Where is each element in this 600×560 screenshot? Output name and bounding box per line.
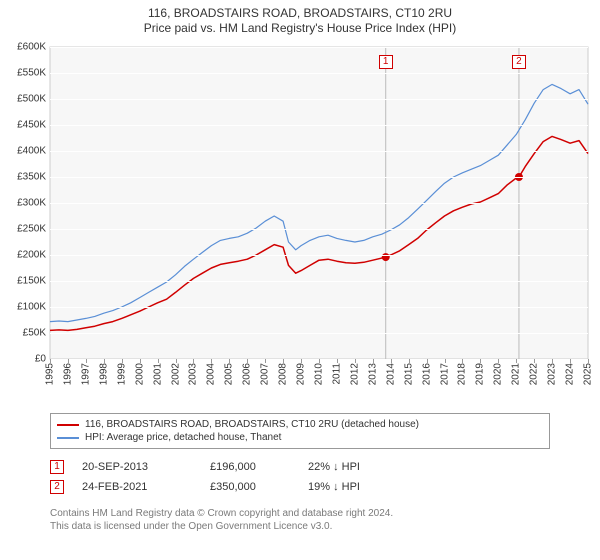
sale-delta: 19% ↓ HPI — [308, 481, 408, 493]
x-tick-label: 2007 — [260, 363, 271, 385]
legend-label: HPI: Average price, detached house, Than… — [85, 432, 281, 443]
x-tick-label: 2008 — [278, 363, 289, 385]
legend-row: HPI: Average price, detached house, Than… — [57, 431, 543, 444]
x-tick-label: 2014 — [385, 363, 396, 385]
title-subtitle: Price paid vs. HM Land Registry's House … — [0, 21, 600, 35]
y-tick-label: £450K — [17, 120, 46, 131]
gridline — [50, 229, 588, 230]
footnote-line1: Contains HM Land Registry data © Crown c… — [50, 507, 550, 520]
gridline — [50, 307, 588, 308]
gridline — [50, 73, 588, 74]
x-tick-label: 1999 — [116, 363, 127, 385]
y-tick-label: £100K — [17, 302, 46, 313]
sale-price: £350,000 — [210, 481, 290, 493]
gridline — [50, 333, 588, 334]
x-tick-label: 2020 — [493, 363, 504, 385]
sale-date: 20-SEP-2013 — [82, 461, 192, 473]
y-tick-label: £500K — [17, 94, 46, 105]
x-tick-label: 2011 — [331, 363, 342, 385]
gridline — [50, 203, 588, 204]
sales-row: 2 24-FEB-2021 £350,000 19% ↓ HPI — [50, 477, 550, 497]
y-tick-label: £150K — [17, 276, 46, 287]
x-tick-label: 2016 — [421, 363, 432, 385]
gridline — [50, 47, 588, 48]
x-tick-label: 1996 — [62, 363, 73, 385]
x-tick-label: 2018 — [457, 363, 468, 385]
legend: 116, BROADSTAIRS ROAD, BROADSTAIRS, CT10… — [50, 413, 550, 449]
y-axis: £0£50K£100K£150K£200K£250K£300K£350K£400… — [0, 47, 50, 359]
footnote: Contains HM Land Registry data © Crown c… — [50, 507, 550, 533]
plot-area: 12 — [50, 47, 588, 359]
sale-delta: 22% ↓ HPI — [308, 461, 408, 473]
legend-swatch — [57, 437, 79, 439]
legend-swatch — [57, 424, 79, 426]
legend-label: 116, BROADSTAIRS ROAD, BROADSTAIRS, CT10… — [85, 419, 419, 430]
title-block: 116, BROADSTAIRS ROAD, BROADSTAIRS, CT10… — [0, 0, 600, 37]
y-tick-label: £300K — [17, 198, 46, 209]
x-tick-label: 2012 — [349, 363, 360, 385]
sale-index-box: 1 — [50, 460, 64, 474]
gridline — [50, 151, 588, 152]
y-tick-label: £200K — [17, 250, 46, 261]
x-tick-label: 2000 — [134, 363, 145, 385]
chart: £0£50K£100K£150K£200K£250K£300K£350K£400… — [0, 37, 600, 407]
x-tick-label: 2023 — [547, 363, 558, 385]
sale-marker-1: 1 — [379, 55, 393, 69]
x-tick-label: 2013 — [367, 363, 378, 385]
x-tick-label: 2009 — [296, 363, 307, 385]
sale-index-box: 2 — [50, 480, 64, 494]
y-tick-label: £250K — [17, 224, 46, 235]
x-tick-label: 2017 — [439, 363, 450, 385]
container: 116, BROADSTAIRS ROAD, BROADSTAIRS, CT10… — [0, 0, 600, 560]
x-tick-label: 2022 — [529, 363, 540, 385]
x-tick-label: 2024 — [565, 363, 576, 385]
y-tick-label: £50K — [23, 328, 46, 339]
sale-price: £196,000 — [210, 461, 290, 473]
y-tick-label: £600K — [17, 42, 46, 53]
x-tick-label: 2006 — [242, 363, 253, 385]
series-property — [50, 136, 588, 330]
x-tick-label: 1998 — [98, 363, 109, 385]
sales-row: 1 20-SEP-2013 £196,000 22% ↓ HPI — [50, 457, 550, 477]
x-tick-label: 2002 — [170, 363, 181, 385]
gridline — [50, 177, 588, 178]
x-tick-label: 2001 — [152, 363, 163, 385]
y-tick-label: £550K — [17, 68, 46, 79]
x-tick-label: 2005 — [224, 363, 235, 385]
x-tick-label: 2015 — [403, 363, 414, 385]
x-tick-label: 2025 — [583, 363, 594, 385]
sales-table: 1 20-SEP-2013 £196,000 22% ↓ HPI 2 24-FEB-202… — [50, 457, 550, 497]
sale-marker-2: 2 — [512, 55, 526, 69]
sale-date: 24-FEB-2021 — [82, 481, 192, 493]
x-tick-label: 2010 — [314, 363, 325, 385]
x-tick-label: 2019 — [475, 363, 486, 385]
x-axis: 1995199619971998199920002001200220032004… — [50, 359, 588, 407]
legend-row: 116, BROADSTAIRS ROAD, BROADSTAIRS, CT10… — [57, 418, 543, 431]
footnote-line2: This data is licensed under the Open Gov… — [50, 520, 550, 533]
title-address: 116, BROADSTAIRS ROAD, BROADSTAIRS, CT10… — [0, 6, 600, 20]
x-tick-label: 2004 — [206, 363, 217, 385]
gridline — [50, 125, 588, 126]
y-tick-label: £350K — [17, 172, 46, 183]
x-tick-label: 1995 — [45, 363, 56, 385]
gridline — [50, 99, 588, 100]
gridline — [50, 281, 588, 282]
y-tick-label: £400K — [17, 146, 46, 157]
x-tick-label: 1997 — [80, 363, 91, 385]
x-tick-label: 2021 — [511, 363, 522, 385]
gridline — [50, 255, 588, 256]
x-tick-label: 2003 — [188, 363, 199, 385]
